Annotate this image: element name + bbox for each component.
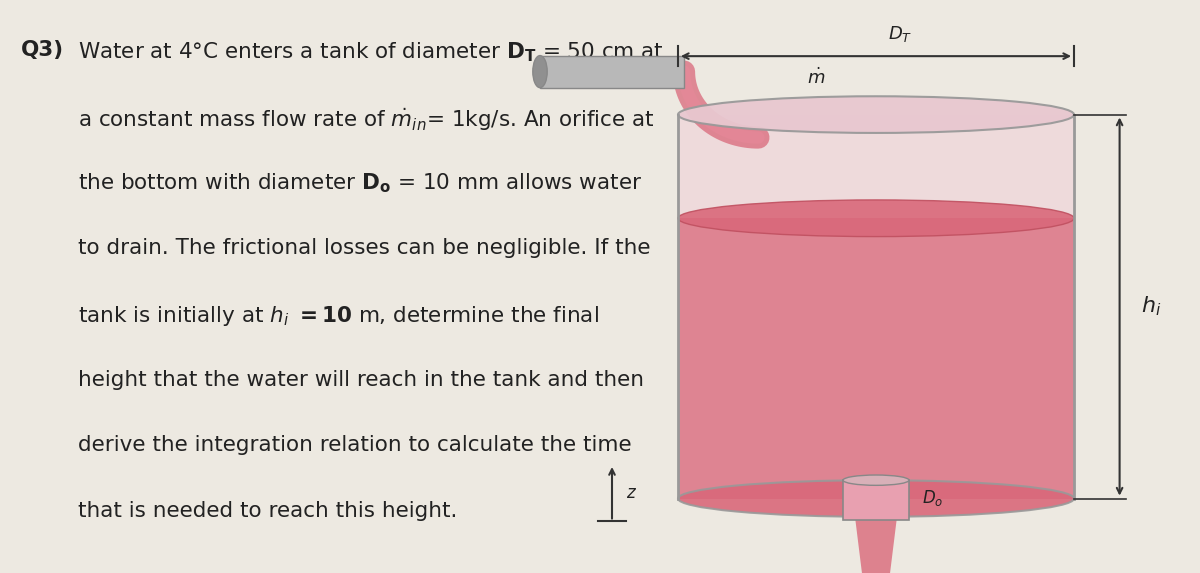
Text: derive the integration relation to calculate the time: derive the integration relation to calcu… <box>78 435 631 456</box>
Ellipse shape <box>678 480 1074 517</box>
Bar <box>540 56 684 88</box>
Text: Q3): Q3) <box>20 40 64 60</box>
Ellipse shape <box>533 56 547 88</box>
Text: Water at 4°C enters a tank of diameter $\mathbf{D_T}$ = 50 cm at: Water at 4°C enters a tank of diameter $… <box>78 40 664 64</box>
Text: the bottom with diameter $\mathbf{D_o}$ = 10 mm allows water: the bottom with diameter $\mathbf{D_o}$ … <box>78 172 642 195</box>
Bar <box>842 480 910 520</box>
Text: to drain. The frictional losses can be negligible. If the: to drain. The frictional losses can be n… <box>78 238 650 258</box>
Ellipse shape <box>842 475 910 485</box>
Bar <box>678 218 1074 499</box>
Text: tank is initially at $\boldsymbol{h_i}$ $\mathbf{=10}$ m, determine the final: tank is initially at $\boldsymbol{h_i}$ … <box>78 304 599 328</box>
Text: $z$: $z$ <box>626 484 637 502</box>
Text: a constant mass flow rate of $\dot{m}_{in}$= 1kg/s. An orifice at: a constant mass flow rate of $\dot{m}_{i… <box>78 106 655 133</box>
Bar <box>678 115 1074 499</box>
Text: $D_T$: $D_T$ <box>888 23 912 44</box>
Ellipse shape <box>678 200 1074 237</box>
Text: height that the water will reach in the tank and then: height that the water will reach in the … <box>78 370 644 390</box>
Ellipse shape <box>678 96 1074 133</box>
Text: $D_o$: $D_o$ <box>922 488 943 508</box>
Text: $h_i$: $h_i$ <box>1141 295 1162 319</box>
Polygon shape <box>854 517 896 573</box>
Text: that is needed to reach this height.: that is needed to reach this height. <box>78 501 457 521</box>
Text: $\dot{m}$: $\dot{m}$ <box>806 68 826 88</box>
